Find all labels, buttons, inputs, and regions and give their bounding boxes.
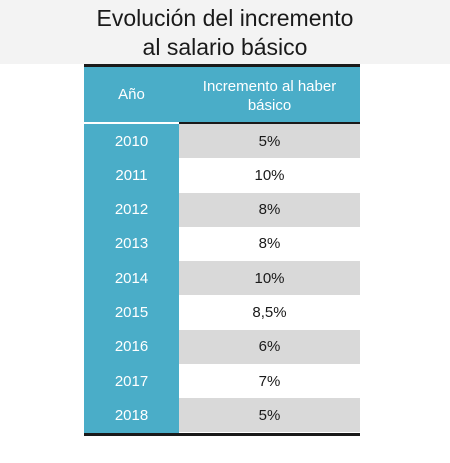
increment-cell: 8% — [179, 192, 360, 227]
table-row: 2011 10% — [84, 158, 360, 192]
year-cell: 2016 — [114, 338, 149, 356]
table-bottom-rule — [84, 433, 360, 436]
table-row: 2014 10% — [84, 261, 360, 296]
increment-cell: 6% — [179, 329, 360, 364]
year-cell: 2013 — [114, 235, 149, 253]
header-rule-left — [84, 122, 179, 124]
header-increment-line-1: Incremento al haber — [202, 77, 337, 95]
header-increment-line-2: básico — [247, 96, 292, 114]
chart-title: Evolución del incremento al salario bási… — [0, 4, 450, 62]
increment-cell: 7% — [258, 372, 281, 390]
year-cell: 2012 — [114, 201, 149, 219]
table-top-rule — [84, 64, 360, 67]
increment-cell: 10% — [254, 166, 285, 184]
increment-cell: 8,5% — [252, 304, 287, 321]
table-row: 2013 8% — [84, 227, 360, 261]
header-increment: Incremento al haber básico — [179, 67, 360, 122]
year-cell: 2017 — [114, 372, 149, 390]
year-cell: 2018 — [114, 406, 149, 424]
increment-cell: 8% — [258, 235, 281, 253]
year-cell: 2011 — [115, 166, 148, 184]
chart-title-line-2: al salario básico — [142, 34, 308, 60]
table-row: 2010 5% — [84, 124, 360, 158]
table-header: Año Incremento al haber básico — [84, 67, 360, 122]
year-cell: 2010 — [114, 132, 149, 150]
table-row: 2017 7% — [84, 364, 360, 398]
increment-cell: 10% — [179, 261, 360, 296]
table-row: 2015 8,5% — [84, 296, 360, 330]
title-band — [0, 0, 450, 64]
year-cell: 2015 — [114, 304, 149, 321]
table-row: 2012 8% — [84, 192, 360, 227]
chart-title-line-1: Evolución del incremento — [96, 5, 354, 31]
table-row: 2018 5% — [84, 398, 360, 433]
increment-cell: 5% — [179, 124, 360, 158]
header-year: Año — [118, 86, 145, 103]
year-cell: 2014 — [114, 269, 149, 287]
table-row: 2016 6% — [84, 329, 360, 364]
header-rule-right — [179, 122, 360, 124]
year-column-background — [84, 124, 179, 433]
increment-cell: 5% — [179, 398, 360, 433]
